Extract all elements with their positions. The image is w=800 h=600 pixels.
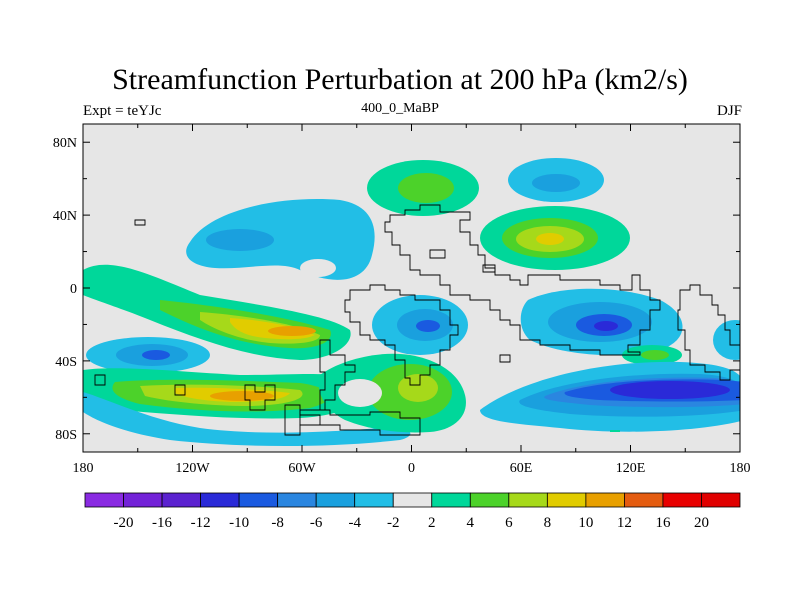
colorbar-swatch xyxy=(508,492,548,508)
colorbar-label: 16 xyxy=(655,515,671,531)
colorbar-swatch xyxy=(315,492,356,508)
lat-tick-label: 80N xyxy=(53,136,77,151)
contour-blob-n-atlantic xyxy=(367,160,479,216)
colorbar-swatch xyxy=(546,492,587,508)
contour-blob-asia-positive xyxy=(480,206,630,270)
colorbar-swatch xyxy=(392,492,433,508)
coastlines xyxy=(94,204,740,436)
colorbar-swatch xyxy=(84,492,124,508)
contour-fields xyxy=(83,158,740,446)
colorbar-label: -8 xyxy=(271,515,284,531)
colorbar-label: 10 xyxy=(578,515,593,531)
colorbar: -20 -16 -12 -10 -8 -6 -4 -2 2 4 6 8 10 12 16 20 xyxy=(84,492,741,531)
colorbar-label: 2 xyxy=(428,515,436,531)
colorbar-swatch xyxy=(238,492,279,508)
lat-tick-label: 0 xyxy=(70,282,77,297)
contour-blob-s-atlantic xyxy=(318,353,466,433)
colorbar-label: 4 xyxy=(467,515,475,531)
colorbar-swatch xyxy=(662,492,702,508)
contour-blob-n-asia xyxy=(508,158,604,202)
colorbar-label: -10 xyxy=(229,515,249,531)
colorbar-label: -4 xyxy=(348,515,361,531)
contour-blob-n-pacific xyxy=(186,199,375,280)
contour-blob-e-edge xyxy=(713,320,740,360)
lat-tick-label: 40N xyxy=(53,209,77,224)
colorbar-swatch xyxy=(701,492,741,508)
contour-blob-w-pacific xyxy=(83,264,351,360)
colorbar-swatch xyxy=(431,492,471,508)
chart-title: Streamfunction Perturbation at 200 hPa (… xyxy=(112,63,688,96)
colorbar-label: -6 xyxy=(310,515,323,531)
colorbar-swatch xyxy=(200,492,240,508)
colorbar-swatch xyxy=(469,492,510,508)
colorbar-swatch xyxy=(161,492,201,508)
colorbar-label: -16 xyxy=(152,515,172,531)
season-label: DJF xyxy=(716,103,742,119)
lon-tick-label: 60E xyxy=(510,461,533,476)
colorbar-swatch xyxy=(123,492,163,508)
experiment-label: Expt = teYJc xyxy=(83,103,162,119)
contour-blob-s-indian xyxy=(622,345,682,365)
colorbar-swatch xyxy=(585,492,625,508)
colorbar-swatch xyxy=(624,492,664,508)
colorbar-label: -12 xyxy=(191,515,211,531)
colorbar-label: -20 xyxy=(114,515,134,531)
colorbar-label: 6 xyxy=(505,515,513,531)
lon-tick-label: 180 xyxy=(730,461,751,476)
lon-tick-label: 60W xyxy=(288,461,316,476)
colorbar-label: -2 xyxy=(387,515,400,531)
colorbar-label: 20 xyxy=(694,515,709,531)
longitude-axis: 180 120W 60W 0 60E 120E 180 xyxy=(73,124,751,476)
contour-speck xyxy=(610,430,620,432)
colorbar-swatch xyxy=(354,492,394,508)
lat-tick-label: 40S xyxy=(55,355,77,370)
latitude-axis: 80N 40N 0 40S 80S xyxy=(53,136,740,443)
lon-tick-label: 120W xyxy=(175,461,210,476)
contour-blob-southern-ocean-e xyxy=(480,361,740,432)
contour-blob-indian xyxy=(520,288,683,356)
contour-band-southern xyxy=(83,392,411,446)
period-label: 400_0_MaBP xyxy=(361,101,439,116)
colorbar-label: 12 xyxy=(617,515,632,531)
colorbar-label: 8 xyxy=(544,515,552,531)
contour-blob-s-pacific xyxy=(86,337,210,373)
lon-tick-label: 120E xyxy=(616,461,646,476)
colorbar-swatch xyxy=(277,492,317,508)
lat-tick-label: 80S xyxy=(55,428,77,443)
lon-tick-label: 0 xyxy=(408,461,415,476)
lon-tick-label: 180 xyxy=(73,461,94,476)
